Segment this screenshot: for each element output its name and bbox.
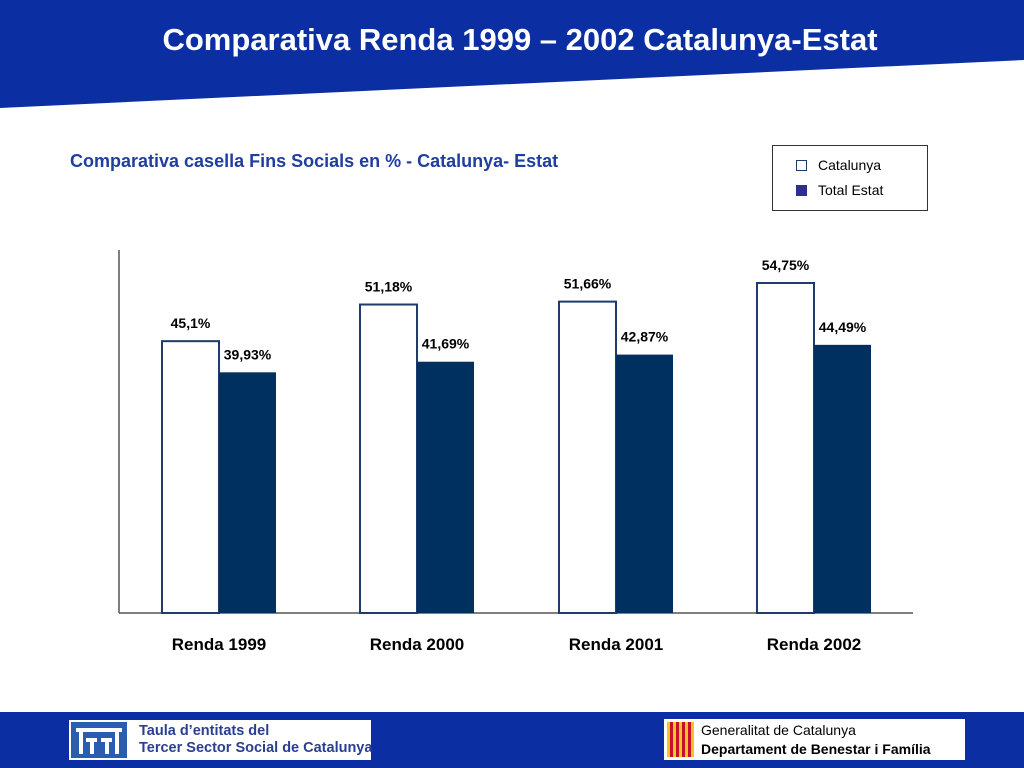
legend-label-catalunya: Catalunya xyxy=(818,157,882,173)
bar-total-estat-1 xyxy=(219,372,276,613)
bar-chart: 45,1% 51,18% 51,66% 54,75% 39,93% 41,69% 42,87… xyxy=(118,250,913,654)
taula-entitats-logo: Taula d’entitats del Tercer Sector Socia… xyxy=(69,720,373,760)
bar-catalunya-3 xyxy=(558,300,617,614)
chart-legend: Catalunya Total Estat xyxy=(772,145,928,211)
data-label-total-estat-1: 39,93% xyxy=(224,346,272,362)
data-label-catalunya-1: 45,1% xyxy=(171,315,211,331)
bar-total-estat-4 xyxy=(814,344,871,613)
category-label-1: Renda 1999 xyxy=(172,635,267,654)
taula-logo-line2: Tercer Sector Social de Catalunya xyxy=(139,740,373,756)
bar-total-estat-3 xyxy=(616,354,673,613)
bar-total-estat-2 xyxy=(417,361,474,613)
data-label-catalunya-4: 54,75% xyxy=(762,257,810,273)
slide-title: Comparativa Renda 1999 – 2002 Catalunya-… xyxy=(162,22,878,57)
generalitat-logo: Generalitat de Catalunya Departament de … xyxy=(664,719,965,760)
data-label-total-estat-4: 44,49% xyxy=(819,319,867,335)
header-band xyxy=(0,0,1024,108)
data-label-total-estat-2: 41,69% xyxy=(422,336,470,352)
legend-label-total-estat: Total Estat xyxy=(818,182,884,198)
taula-logo-line1: Taula d’entitats del xyxy=(139,723,270,739)
category-label-3: Renda 2001 xyxy=(569,635,664,654)
legend-swatch-catalunya xyxy=(796,159,807,171)
data-label-catalunya-2: 51,18% xyxy=(365,279,413,295)
bar-catalunya-2 xyxy=(359,303,418,614)
bar-catalunya-4 xyxy=(756,282,815,614)
generalitat-logo-line1: Generalitat de Catalunya xyxy=(701,722,856,738)
chart-subtitle: Comparativa casella Fins Socials en % - … xyxy=(70,151,559,171)
legend-item-catalunya: Catalunya xyxy=(796,156,881,174)
generalitat-logo-line2: Departament de Benestar i Família xyxy=(701,741,931,757)
bar-catalunya-1 xyxy=(161,340,220,614)
legend-item-total-estat: Total Estat xyxy=(796,181,883,199)
data-label-catalunya-3: 51,66% xyxy=(564,276,612,292)
legend-swatch-total-estat xyxy=(796,184,807,196)
category-label-2: Renda 2000 xyxy=(370,635,465,654)
taula-logo-icon xyxy=(71,722,127,758)
data-label-total-estat-3: 42,87% xyxy=(621,329,669,345)
category-label-4: Renda 2002 xyxy=(767,635,862,654)
senyera-icon xyxy=(667,722,694,757)
